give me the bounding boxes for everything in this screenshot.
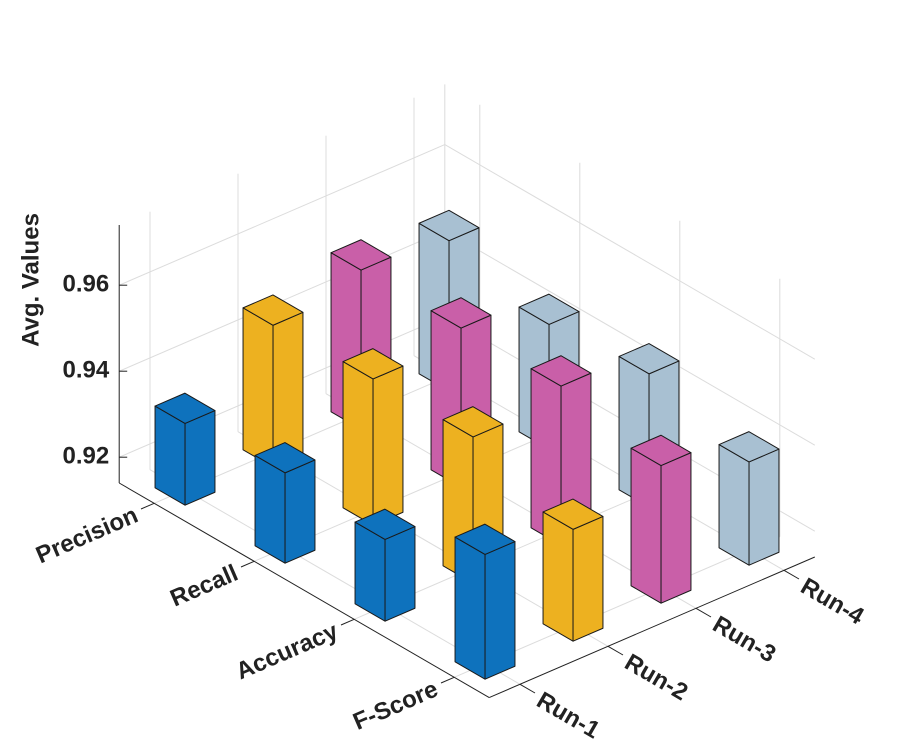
z-tick-label: 0.96: [62, 271, 109, 298]
z-axis-label: Avg. Values: [17, 213, 44, 347]
bar-face: [384, 526, 416, 622]
y-axis: [489, 556, 815, 699]
bar-face: [454, 536, 486, 680]
bar-top: [342, 348, 404, 380]
bar-top: [618, 343, 680, 375]
y-tick-label: Run-1: [532, 687, 604, 744]
x-tick: [240, 560, 255, 568]
x-tick-label: Accuracy: [232, 617, 343, 685]
bar-top: [154, 392, 216, 424]
bar-face: [718, 444, 750, 566]
bar-face: [254, 454, 286, 564]
bar-top: [430, 297, 492, 329]
bar-face: [184, 410, 216, 506]
bar: [242, 294, 304, 468]
x-tick: [340, 618, 355, 626]
bar-top: [630, 434, 692, 467]
grid-line: [444, 230, 816, 446]
grid-line: [444, 144, 816, 360]
bar: [354, 508, 416, 622]
x-tick-label: F-Score: [349, 676, 442, 736]
y-tick: [695, 607, 712, 618]
bar-top: [542, 498, 604, 530]
bar-top: [718, 431, 780, 463]
bar-top: [530, 355, 592, 387]
bar-top: [254, 442, 316, 474]
bar: [630, 434, 692, 604]
y-tick-label: Run-3: [708, 611, 780, 668]
bar: [342, 348, 404, 526]
y-tick: [607, 645, 624, 656]
bar: [542, 498, 604, 642]
bar: [718, 431, 780, 566]
bar-top: [454, 523, 516, 555]
x-tick: [140, 502, 155, 510]
bar-top: [518, 293, 580, 325]
bar-top: [442, 406, 504, 438]
bar-face: [342, 361, 374, 526]
z-tick-label: 0.92: [62, 443, 109, 470]
bar-face: [542, 511, 574, 642]
bar: [154, 392, 216, 506]
x-tick-label: Recall: [166, 560, 242, 613]
bar-top: [242, 294, 304, 326]
y-tick-label: Run-4: [796, 573, 869, 631]
bar-face: [484, 541, 516, 680]
bar-top: [330, 239, 392, 271]
bar-top: [418, 209, 480, 242]
bar-face: [284, 459, 316, 564]
bar-face: [660, 452, 692, 604]
bar-face: [372, 365, 404, 526]
x-axis: [118, 482, 490, 699]
bar-top: [354, 508, 416, 540]
bar: [454, 523, 516, 680]
bar-face: [572, 515, 604, 642]
x-tick: [440, 676, 455, 684]
bar-face: [630, 447, 662, 604]
y-tick-label: Run-2: [620, 649, 692, 706]
grid-line: [119, 144, 445, 286]
bar-face: [748, 448, 780, 566]
y-tick: [783, 569, 800, 580]
bar: [254, 442, 316, 564]
z-tick-label: 0.94: [62, 357, 109, 384]
x-tick-label: Precision: [32, 502, 142, 570]
bar-face: [242, 307, 274, 468]
y-tick: [519, 683, 536, 694]
